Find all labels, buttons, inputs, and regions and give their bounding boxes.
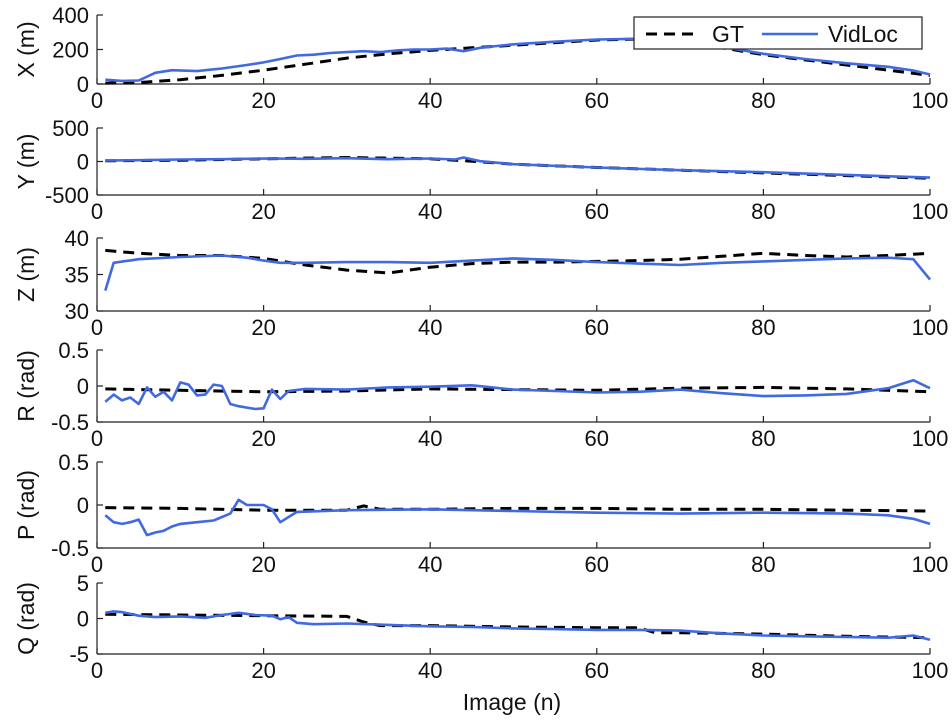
series-line-vidloc [104, 378, 931, 411]
y-axis-title: R (rad) [13, 350, 39, 422]
y-tick-label: 40 [65, 226, 89, 251]
series-line-vidloc [104, 254, 932, 291]
y-tick-label: 30 [65, 299, 89, 324]
y-tick-label: 35 [65, 263, 89, 288]
x-axis-title: Image (n) [463, 689, 561, 715]
x-tick-label: 80 [751, 88, 775, 113]
y-tick-label: -0.5 [51, 536, 89, 561]
x-tick-label: 80 [751, 658, 775, 683]
x-tick-label: 20 [251, 552, 275, 577]
x-tick-label: 40 [418, 315, 442, 340]
chart-panel-4: 0 20 40 60 80 100-0.500.5R (rad) [13, 338, 948, 451]
y-tick-label: 0 [77, 607, 89, 632]
x-tick-label: 80 [751, 199, 775, 224]
x-tick-label: 20 [251, 658, 275, 683]
chart-panel-3: 0 20 40 60 80 100 30 35 40 Z (m) [13, 226, 948, 340]
x-tick-label: 40 [418, 426, 442, 451]
x-tick-label: 80 [751, 552, 775, 577]
y-axis-title: Q (rad) [13, 582, 39, 655]
series-line-vidloc [104, 498, 931, 537]
x-tick-label: 100 [912, 552, 949, 577]
x-tick-label: 0 [91, 426, 103, 451]
x-tick-label: 60 [585, 88, 609, 113]
x-tick-label: 0 [91, 199, 103, 224]
y-tick-label: 0 [77, 493, 89, 518]
x-tick-label: 0 [91, 658, 103, 683]
y-tick-label: -500 [45, 183, 89, 208]
series-line-gt [105, 385, 931, 394]
x-tick-label: 40 [418, 88, 442, 113]
x-tick-label: 60 [585, 426, 609, 451]
x-tick-label: 20 [251, 199, 275, 224]
x-tick-label: 80 [751, 426, 775, 451]
legend: GT VidLoc [633, 16, 923, 50]
series-line-gt [105, 248, 931, 275]
x-tick-label: 60 [585, 315, 609, 340]
chart-panel-5: 0 20 40 60 80 100-0.500.5P (rad) [13, 450, 948, 577]
x-tick-label: 40 [418, 658, 442, 683]
y-tick-label: 0 [77, 374, 89, 399]
series-line-gt [105, 612, 931, 640]
y-tick-label: 200 [52, 38, 89, 63]
y-tick-label: 500 [52, 116, 89, 141]
x-tick-label: 40 [418, 552, 442, 577]
y-tick-label: -0.5 [51, 410, 89, 435]
x-tick-label: 60 [585, 658, 609, 683]
x-tick-label: 100 [912, 88, 949, 113]
x-tick-label: 100 [912, 315, 949, 340]
x-tick-label: 40 [418, 199, 442, 224]
x-tick-label: 20 [251, 426, 275, 451]
x-tick-label: 100 [912, 426, 949, 451]
x-tick-label: 100 [912, 658, 949, 683]
y-axis-title: Y (m) [13, 134, 39, 190]
series-line-gt [105, 156, 931, 180]
x-tick-label: 0 [91, 315, 103, 340]
series-line-vidloc [105, 610, 931, 642]
x-tick-label: 60 [585, 552, 609, 577]
series-line-vidloc [105, 156, 931, 179]
y-axis-title: X (m) [13, 21, 39, 77]
y-tick-label: -5 [69, 642, 89, 667]
x-tick-label: 0 [91, 552, 103, 577]
y-tick-label: 0 [77, 150, 89, 175]
y-tick-label: 400 [52, 3, 89, 28]
y-axis-title: Z (m) [13, 247, 39, 302]
x-tick-label: 0 [91, 88, 103, 113]
y-tick-label: 0.5 [58, 450, 89, 475]
legend-label-vidloc: VidLoc [828, 21, 898, 47]
x-tick-label: 20 [251, 88, 275, 113]
y-tick-label: 0 [77, 72, 89, 97]
x-tick-label: 100 [912, 199, 949, 224]
y-tick-label: 0.5 [58, 338, 89, 363]
y-axis-title: P (rad) [13, 470, 39, 540]
x-tick-label: 80 [751, 315, 775, 340]
y-tick-label: 5 [77, 571, 89, 596]
x-tick-label: 20 [251, 315, 275, 340]
x-tick-label: 60 [585, 199, 609, 224]
legend-label-gt: GT [712, 21, 744, 47]
